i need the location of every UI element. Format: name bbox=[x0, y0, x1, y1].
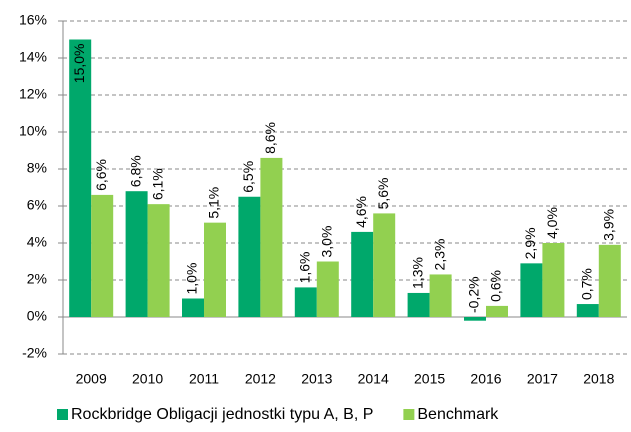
bar bbox=[125, 191, 148, 317]
x-tick-label: 2009 bbox=[76, 371, 107, 387]
data-label: 6,1% bbox=[149, 168, 165, 200]
data-label: 3,0% bbox=[319, 226, 335, 258]
y-tick-label: 2% bbox=[27, 271, 47, 287]
y-tick-label: 8% bbox=[27, 160, 47, 176]
bar bbox=[407, 292, 430, 317]
bar bbox=[464, 317, 486, 321]
legend-swatch bbox=[403, 409, 415, 420]
bar bbox=[204, 222, 226, 317]
data-label: 6,6% bbox=[93, 159, 109, 191]
bar bbox=[182, 298, 204, 317]
data-label: 6,8% bbox=[127, 155, 143, 187]
x-tick-label: 2012 bbox=[245, 371, 276, 387]
y-tick-label: 12% bbox=[19, 86, 47, 102]
data-label: 4,6% bbox=[353, 196, 369, 228]
bar bbox=[429, 274, 452, 317]
bar bbox=[598, 244, 621, 317]
data-label: -0,2% bbox=[466, 276, 482, 313]
bar bbox=[294, 287, 317, 317]
y-tick-label: 6% bbox=[27, 197, 47, 213]
data-label: 0,6% bbox=[488, 270, 504, 302]
legend-label: Rockbridge Obligacji jednostki typu A, B… bbox=[71, 406, 373, 423]
bar bbox=[316, 261, 339, 317]
bar bbox=[91, 194, 114, 317]
x-tick-label: 2011 bbox=[189, 371, 219, 387]
y-tick-label: 4% bbox=[27, 234, 47, 250]
x-tick-label: 2018 bbox=[583, 371, 614, 387]
data-label: 1,3% bbox=[409, 257, 425, 289]
data-label: 8,6% bbox=[262, 122, 278, 154]
bar bbox=[576, 304, 599, 317]
y-tick-label: 14% bbox=[19, 49, 47, 65]
y-tick-label: 0% bbox=[27, 308, 47, 324]
data-label: 1,6% bbox=[297, 251, 313, 283]
data-label: 2,3% bbox=[431, 239, 447, 271]
bar bbox=[238, 196, 261, 317]
x-tick-label: 2016 bbox=[470, 371, 501, 387]
bar bbox=[486, 305, 508, 317]
y-tick-label: 10% bbox=[19, 123, 47, 139]
x-tick-label: 2014 bbox=[358, 371, 389, 387]
data-label: 5,1% bbox=[206, 187, 222, 219]
data-label: 15,0% bbox=[71, 44, 87, 84]
bar bbox=[69, 39, 92, 317]
legend-label: Benchmark bbox=[417, 406, 499, 423]
y-tick-label: 16% bbox=[19, 12, 47, 28]
x-tick-label: 2013 bbox=[301, 371, 332, 387]
bar bbox=[147, 204, 170, 317]
y-tick-label: -2% bbox=[22, 345, 47, 361]
data-label: 2,9% bbox=[522, 227, 538, 259]
bar bbox=[351, 231, 374, 317]
bar bbox=[373, 213, 396, 317]
data-label: 3,9% bbox=[601, 209, 617, 241]
bar bbox=[542, 243, 565, 317]
data-label: 6,5% bbox=[240, 161, 256, 193]
bar bbox=[520, 263, 543, 317]
x-tick-label: 2017 bbox=[527, 371, 558, 387]
data-label: 1,0% bbox=[184, 263, 200, 295]
data-label: 5,6% bbox=[375, 177, 391, 209]
x-tick-label: 2015 bbox=[414, 371, 445, 387]
x-tick-label: 2010 bbox=[132, 371, 163, 387]
data-label: 4,0% bbox=[544, 207, 560, 239]
legend-swatch bbox=[57, 409, 68, 420]
bar bbox=[260, 157, 283, 317]
data-label: 0,7% bbox=[579, 268, 595, 300]
